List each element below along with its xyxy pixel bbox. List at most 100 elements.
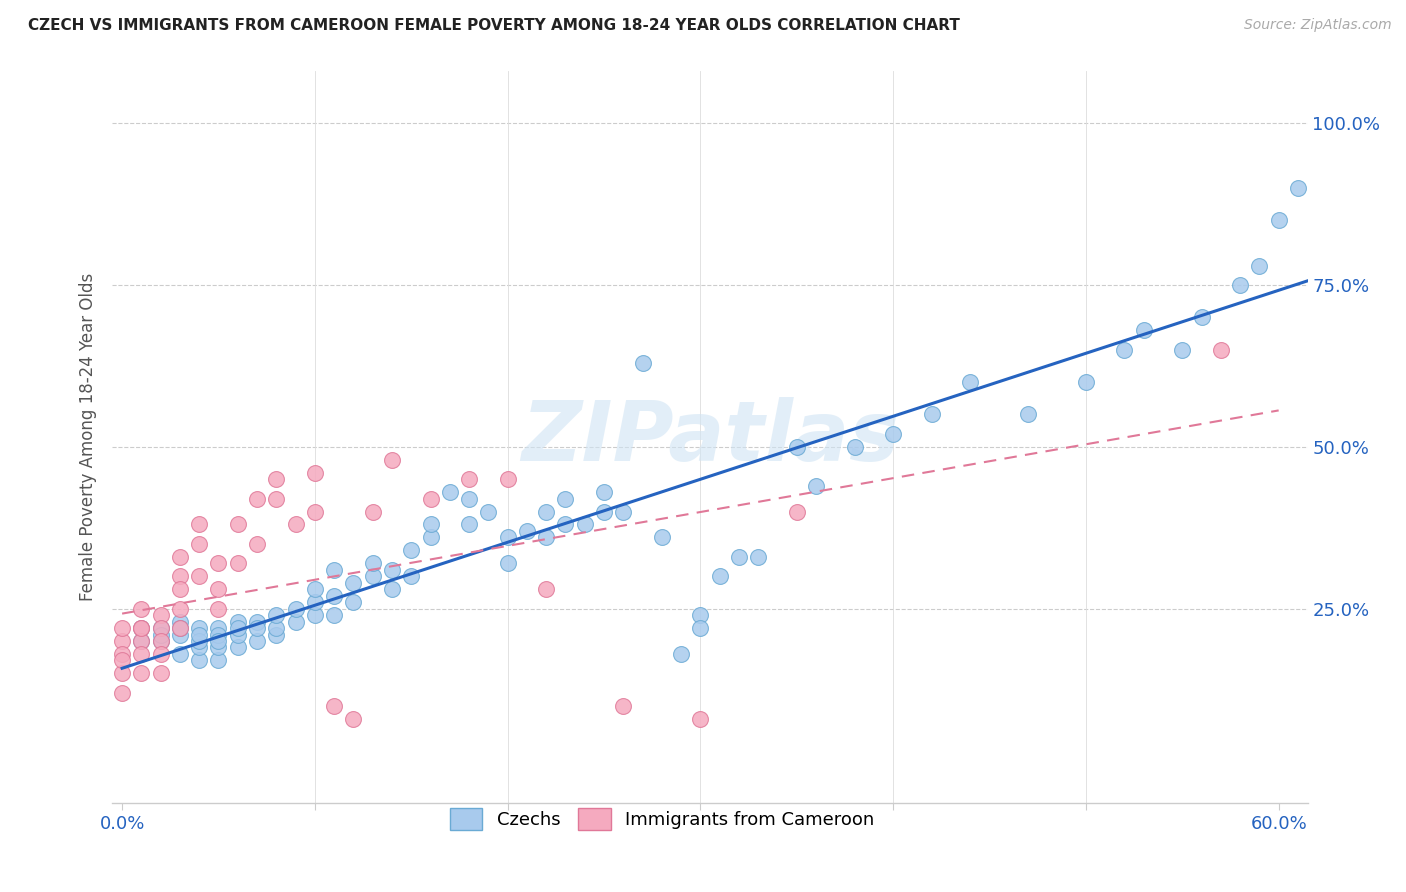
Point xyxy=(284,601,307,615)
Point xyxy=(304,595,326,609)
Point xyxy=(786,504,808,518)
Point xyxy=(477,504,499,518)
Point xyxy=(381,563,404,577)
Point xyxy=(226,517,249,532)
Point xyxy=(496,472,519,486)
Point xyxy=(131,647,153,661)
Point xyxy=(266,621,288,635)
Point xyxy=(1017,408,1039,422)
Point xyxy=(534,504,557,518)
Point xyxy=(381,582,404,597)
Point xyxy=(401,569,423,583)
Y-axis label: Female Poverty Among 18-24 Year Olds: Female Poverty Among 18-24 Year Olds xyxy=(79,273,97,601)
Point xyxy=(226,615,249,629)
Point xyxy=(1114,343,1136,357)
Point xyxy=(149,634,172,648)
Point xyxy=(169,627,191,641)
Point xyxy=(111,686,134,700)
Point xyxy=(149,666,172,681)
Point xyxy=(516,524,538,538)
Point xyxy=(246,615,269,629)
Point xyxy=(169,621,191,635)
Point xyxy=(534,582,557,597)
Point xyxy=(149,621,172,635)
Point xyxy=(574,517,596,532)
Point xyxy=(361,557,384,571)
Point xyxy=(266,472,288,486)
Point xyxy=(111,647,134,661)
Point xyxy=(304,582,326,597)
Point xyxy=(111,621,134,635)
Point xyxy=(381,452,404,467)
Point xyxy=(323,698,346,713)
Point xyxy=(246,634,269,648)
Point xyxy=(188,537,211,551)
Point xyxy=(304,608,326,623)
Point xyxy=(226,627,249,641)
Point xyxy=(342,595,364,609)
Point xyxy=(419,517,441,532)
Point xyxy=(1229,277,1251,292)
Point xyxy=(401,543,423,558)
Point xyxy=(169,549,191,564)
Point xyxy=(593,504,616,518)
Point xyxy=(207,640,229,655)
Point xyxy=(323,608,346,623)
Point xyxy=(554,517,576,532)
Point xyxy=(342,712,364,726)
Point xyxy=(1249,259,1271,273)
Point xyxy=(149,634,172,648)
Text: Source: ZipAtlas.com: Source: ZipAtlas.com xyxy=(1244,18,1392,32)
Point xyxy=(169,647,191,661)
Point xyxy=(342,575,364,590)
Point xyxy=(207,557,229,571)
Point xyxy=(419,530,441,544)
Point xyxy=(111,653,134,667)
Point xyxy=(188,621,211,635)
Point xyxy=(149,608,172,623)
Point xyxy=(131,634,153,648)
Point xyxy=(593,485,616,500)
Point xyxy=(1132,323,1154,337)
Point xyxy=(1286,181,1309,195)
Point xyxy=(361,569,384,583)
Point xyxy=(131,601,153,615)
Legend: Czechs, Immigrants from Cameroon: Czechs, Immigrants from Cameroon xyxy=(443,801,882,838)
Point xyxy=(169,601,191,615)
Point xyxy=(149,621,172,635)
Point xyxy=(921,408,943,422)
Point xyxy=(266,627,288,641)
Point xyxy=(111,634,134,648)
Point xyxy=(844,440,866,454)
Point xyxy=(226,640,249,655)
Point xyxy=(458,491,481,506)
Point xyxy=(266,491,288,506)
Point xyxy=(188,517,211,532)
Point xyxy=(188,627,211,641)
Point xyxy=(188,640,211,655)
Point xyxy=(361,504,384,518)
Point xyxy=(689,608,711,623)
Point xyxy=(284,517,307,532)
Point xyxy=(1306,116,1329,130)
Point xyxy=(246,537,269,551)
Point xyxy=(804,478,827,492)
Point xyxy=(131,621,153,635)
Point xyxy=(882,426,904,441)
Point xyxy=(747,549,769,564)
Point xyxy=(612,698,634,713)
Point xyxy=(169,582,191,597)
Point xyxy=(284,615,307,629)
Point xyxy=(1191,310,1213,325)
Point xyxy=(266,608,288,623)
Text: ZIPatlas: ZIPatlas xyxy=(522,397,898,477)
Point xyxy=(131,621,153,635)
Point xyxy=(959,375,981,389)
Point xyxy=(786,440,808,454)
Point xyxy=(1209,343,1232,357)
Point xyxy=(246,621,269,635)
Point xyxy=(534,530,557,544)
Point xyxy=(207,627,229,641)
Point xyxy=(612,504,634,518)
Point xyxy=(458,517,481,532)
